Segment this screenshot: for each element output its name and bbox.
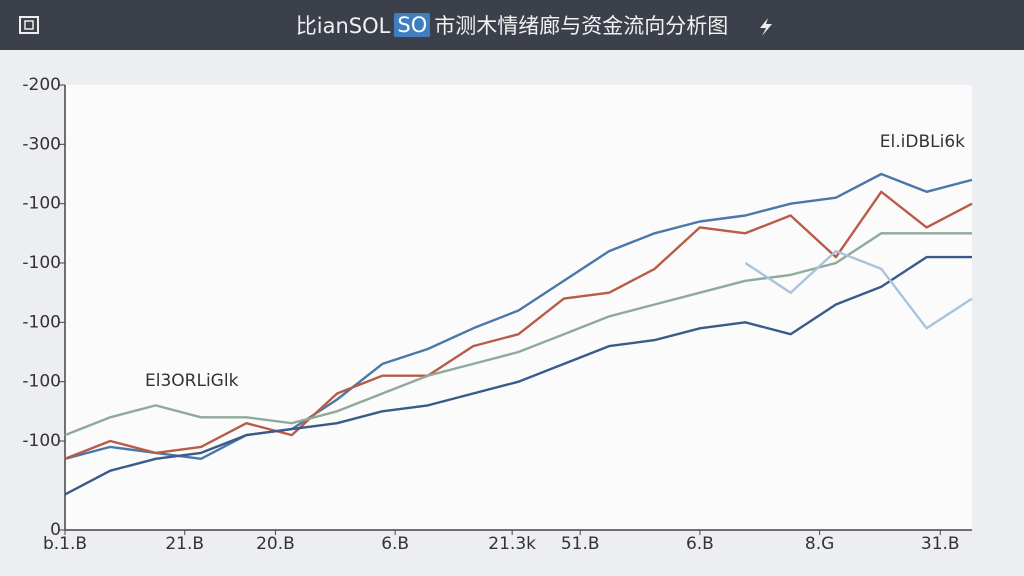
plot-area [65,85,972,530]
y-tick-label: -100 [22,312,61,332]
x-tick-label: 6.B [381,534,409,554]
x-tick-label: 31.B [921,534,960,554]
bolt-icon [760,18,772,36]
y-tick-label: -300 [22,134,61,154]
menu-icon [24,20,34,30]
x-tick-label: 8.G [805,534,834,554]
title: 比ianSOL [295,14,391,38]
series-line [744,249,973,330]
header-icons [19,16,772,36]
y-tick-label: -100 [22,253,61,273]
x-tick-label: 20.B [256,534,295,554]
x-tick-label: 21.B [165,534,204,554]
y-tick-label: -100 [22,194,61,214]
series-line [64,255,972,496]
annotation: El3ORLiGlk [145,371,239,391]
x-tick-label: b.1.B [43,534,87,554]
x-tick-label: 21.3k [488,534,536,554]
series-line [64,190,973,460]
x-tick-label: 6.B [686,534,714,554]
y-tick-label: 0 [50,520,61,540]
title: 市测木情绪廊与资金流向分析图 [434,14,729,38]
header: 比ianSOL SO 市测木情绪廊与资金流向分析图 [0,0,1024,50]
series-line [64,172,973,460]
x-tick-label: 51.B [561,534,600,554]
menu-icon [19,16,39,34]
y-tick-label: -200 [22,75,61,95]
y-tick-label: -100 [22,372,61,392]
y-tick-label: -100 [22,431,61,451]
title-badge: SO [394,13,431,37]
series-line [64,232,972,437]
annotation: El.iDBLi6k [880,132,965,152]
